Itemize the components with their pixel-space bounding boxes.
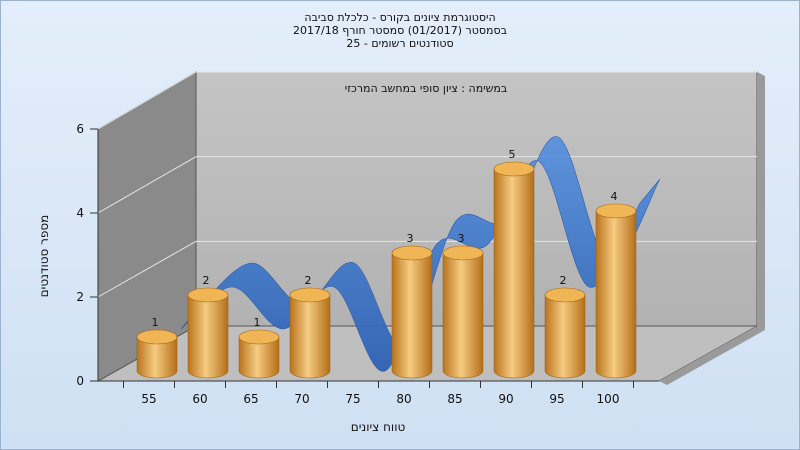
bar-55: 1 — [136, 316, 178, 379]
y-tick-label-1: 2 — [76, 290, 84, 304]
data-label-80: 3 — [407, 232, 414, 245]
title-line-1: היסטוגרמת ציונים בקורס - כלכלת סביבה — [304, 11, 496, 24]
bar-80: 3 — [391, 232, 433, 379]
bar-top-100 — [595, 203, 637, 219]
bar-95: 2 — [544, 274, 586, 379]
bar-65: 1 — [238, 316, 280, 379]
x-tick-label-75: 75 — [345, 392, 360, 406]
bar-top-70 — [289, 287, 331, 303]
bar-body-80 — [391, 252, 433, 379]
x-axis-title: טווח ציונים — [351, 420, 406, 434]
bar-body-55 — [136, 336, 178, 379]
x-tick-label-80: 80 — [396, 392, 411, 406]
data-label-70: 2 — [305, 274, 312, 287]
x-tick-label-60: 60 — [192, 392, 207, 406]
data-label-85: 3 — [458, 232, 465, 245]
bar-body-60 — [187, 294, 229, 379]
bar-body-100 — [595, 210, 637, 379]
bar-body-85 — [442, 252, 484, 379]
bars: 1 2 1 2 3 3 5 2 4 — [136, 148, 637, 379]
bar-90: 5 — [493, 148, 535, 379]
gridline-side-1 — [97, 240, 197, 298]
gridline-side-3 — [97, 71, 197, 130]
x-tick-label-70: 70 — [294, 392, 309, 406]
gridline-side-2 — [97, 156, 197, 214]
bar-body-65 — [238, 336, 280, 379]
data-label-95: 2 — [560, 274, 567, 287]
back-wall-edge — [757, 72, 765, 330]
x-tick-label-95: 95 — [549, 392, 564, 406]
title-line-3: סטודנטים רשומים - 25 — [346, 37, 454, 50]
data-label-65: 1 — [254, 316, 261, 329]
x-tick-label-55: 55 — [141, 392, 156, 406]
bar-top-65 — [238, 329, 280, 345]
bar-top-60 — [187, 287, 229, 303]
y-tick-label-3: 6 — [76, 122, 84, 136]
bar-top-80 — [391, 245, 433, 261]
y-tick-label-0: 0 — [76, 374, 84, 388]
bar-top-95 — [544, 287, 586, 303]
bar-60: 2 — [187, 274, 229, 379]
x-tick-label-85: 85 — [447, 392, 462, 406]
chart-title: היסטוגרמת ציונים בקורס - כלכלת סביבה בסמ… — [0, 11, 800, 50]
y-axis-title: מספר סטודנטים — [37, 215, 51, 298]
bar-body-90 — [493, 168, 535, 379]
bar-body-95 — [544, 294, 586, 379]
x-tick-label-65: 65 — [243, 392, 258, 406]
data-label-55: 1 — [152, 316, 159, 329]
bar-70: 2 — [289, 274, 331, 379]
bar-85: 3 — [442, 232, 484, 379]
data-label-90: 5 — [509, 148, 516, 161]
bar-top-85 — [442, 245, 484, 261]
floor-edge — [659, 326, 765, 385]
chart-subtitle: במשימה : ציון סופי במחשב המרכזי — [345, 82, 508, 95]
bar-top-55 — [136, 329, 178, 345]
title-line-2: בסמסטר (01/2017) סמסטר חורף 2017/18 — [293, 24, 507, 37]
bar-body-70 — [289, 294, 331, 379]
x-tick-label-100: 100 — [597, 392, 620, 406]
axis-ticks: 0 2 4 6 55 60 65 70 75 80 85 90 95 100 — [76, 122, 659, 406]
y-tick-label-2: 4 — [76, 206, 84, 220]
x-tick-label-90: 90 — [498, 392, 513, 406]
data-label-100: 4 — [611, 190, 618, 203]
bar-100: 4 — [595, 190, 637, 379]
bar-top-90 — [493, 161, 535, 177]
data-label-60: 2 — [203, 274, 210, 287]
